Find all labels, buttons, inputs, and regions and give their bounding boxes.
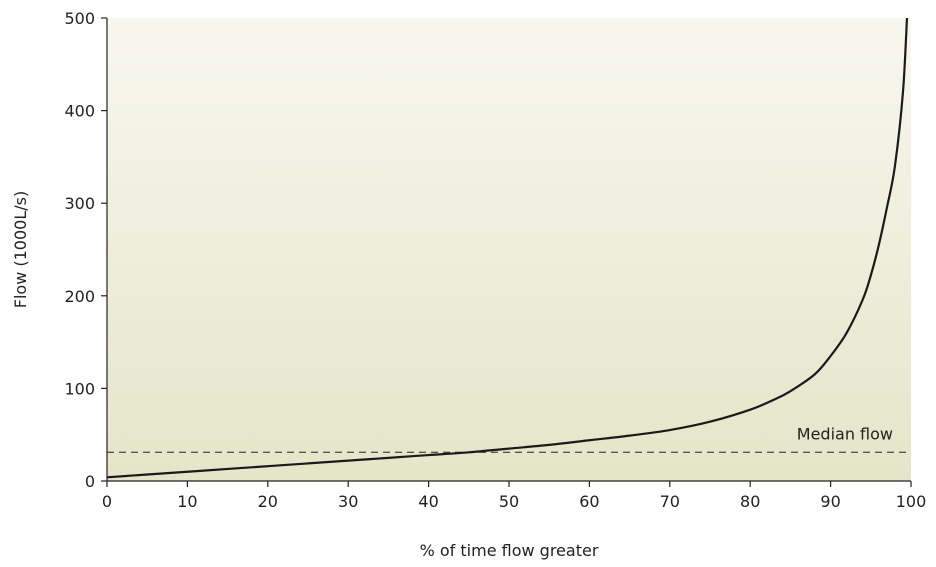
x-tick-label: 30 <box>338 492 358 511</box>
flow-duration-curve <box>106 17 909 479</box>
y-tick-label: 400 <box>64 102 95 121</box>
ticks-group: 0 100 200 300 400 500 0 10 20 30 40 50 60 70 80 90 100 <box>64 9 926 511</box>
x-tick-label: 10 <box>177 492 197 511</box>
x-tick-label: 70 <box>660 492 680 511</box>
y-tick-label: 200 <box>64 287 95 306</box>
y-tick-label: 100 <box>64 379 95 398</box>
x-tick-label: 50 <box>499 492 519 511</box>
x-tick-label: 90 <box>820 492 840 511</box>
series-group <box>106 17 909 479</box>
x-tick-label: 20 <box>258 492 278 511</box>
y-tick-label: 300 <box>64 194 95 213</box>
y-tick-label: 0 <box>85 472 95 491</box>
plot-background <box>107 18 911 481</box>
x-tick-label: 60 <box>579 492 599 511</box>
x-tick-label: 40 <box>418 492 438 511</box>
x-tick-label: 80 <box>740 492 760 511</box>
x-tick-label: 100 <box>896 492 927 511</box>
y-axis-title: Flow (1000L/s) <box>11 191 30 308</box>
reference-line-group: Median flow <box>107 424 911 453</box>
median-flow-label: Median flow <box>797 424 893 443</box>
x-tick-label: 0 <box>102 492 112 511</box>
x-axis-title: % of time flow greater <box>420 541 599 560</box>
y-tick-label: 500 <box>64 9 95 28</box>
